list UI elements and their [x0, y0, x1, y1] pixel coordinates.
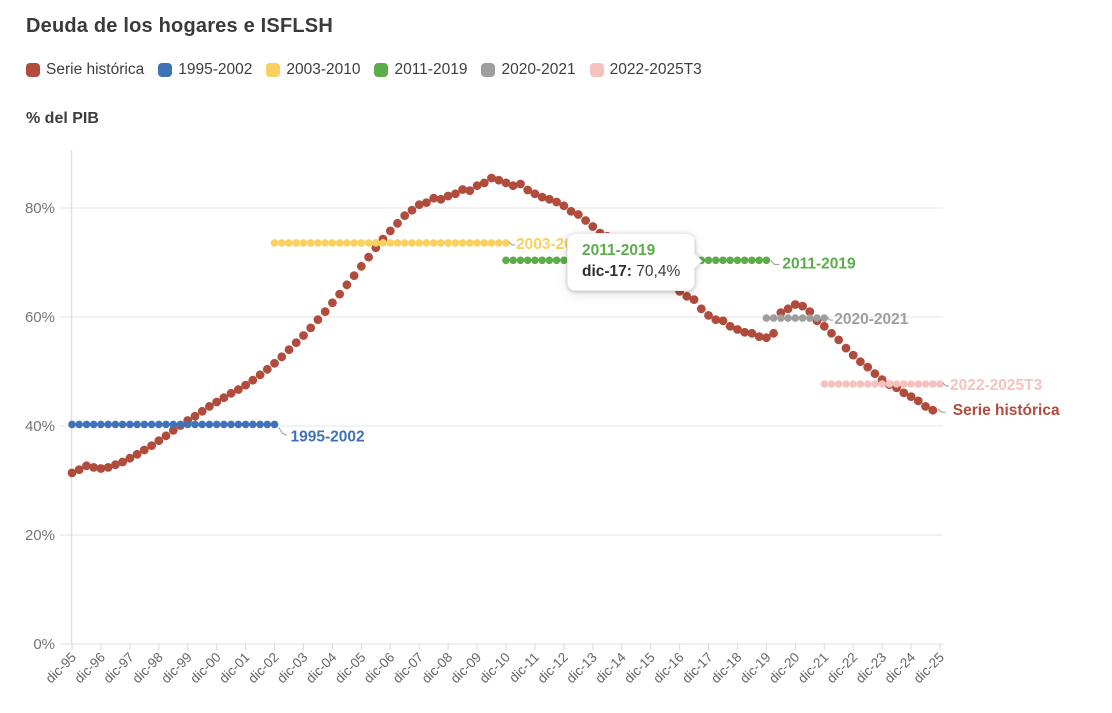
legend: Serie histórica 1995-2002 2003-2010 2011-20… [26, 61, 702, 79]
y-axis-labels: 0% 20% 40% 60% 80% [25, 200, 55, 653]
svg-text:40%: 40% [25, 418, 55, 435]
y-axis-title: % del PIB [26, 110, 99, 127]
svg-text:dic-22: dic-22 [824, 650, 861, 687]
svg-text:dic-05: dic-05 [332, 650, 369, 687]
svg-text:dic-10: dic-10 [477, 650, 514, 687]
svg-text:dic-14: dic-14 [592, 649, 629, 686]
svg-text:dic-03: dic-03 [274, 650, 311, 687]
legend-swatch [158, 63, 173, 77]
legend-swatch [26, 63, 40, 77]
svg-text:dic-96: dic-96 [71, 650, 108, 687]
segment-label: 2020-2021 [834, 311, 909, 328]
legend-swatch [481, 63, 496, 77]
legend-item-2011-2019[interactable]: 2011-2019 [374, 61, 467, 79]
svg-text:dic-18: dic-18 [708, 650, 745, 687]
x-axis-ticks [71, 644, 941, 650]
svg-text:dic-25: dic-25 [911, 650, 948, 687]
label-connector [942, 382, 949, 387]
svg-text:dic-21: dic-21 [795, 650, 832, 687]
segment-2003-2010[interactable]: 2003-2010 [270, 236, 590, 253]
legend-item-serie-hist-rica[interactable]: Serie histórica [26, 61, 144, 79]
svg-text:dic-23: dic-23 [853, 650, 890, 687]
svg-text:dic-01: dic-01 [216, 650, 253, 687]
svg-text:dic-02: dic-02 [245, 650, 282, 687]
svg-text:dic-07: dic-07 [390, 650, 427, 687]
svg-text:0%: 0% [33, 636, 55, 653]
svg-text:dic-06: dic-06 [361, 650, 398, 687]
svg-text:dic-04: dic-04 [303, 649, 340, 686]
segment-1995-2002[interactable]: 1995-2002 [68, 420, 365, 446]
svg-text:20%: 20% [25, 527, 55, 544]
label-connector [937, 408, 946, 413]
legend-item-2003-2010[interactable]: 2003-2010 [266, 61, 360, 79]
svg-text:dic-17: dic-17 [679, 650, 716, 687]
svg-text:dic-97: dic-97 [100, 650, 137, 687]
svg-text:60%: 60% [25, 309, 55, 326]
svg-text:dic-09: dic-09 [448, 650, 485, 687]
legend-label: 2011-2019 [394, 61, 468, 78]
svg-text:dic-13: dic-13 [563, 650, 600, 687]
svg-text:dic-19: dic-19 [737, 650, 774, 687]
legend-label: 2020-2021 [501, 61, 576, 78]
serie-historica-end-label: Serie histórica [937, 402, 1060, 419]
label-connector [826, 316, 834, 321]
legend-item-1995-2002[interactable]: 1995-2002 [158, 61, 252, 79]
svg-text:dic-98: dic-98 [129, 650, 166, 687]
legend-item-2022-2025t3[interactable]: 2022-2025T3 [589, 61, 702, 79]
label-connector [508, 241, 515, 246]
svg-text:dic-08: dic-08 [419, 650, 456, 687]
tooltip-value: 70,4% [636, 263, 681, 280]
legend-swatch [589, 63, 604, 77]
chart-title: Deuda de los hogares e ISFLSH [26, 15, 333, 37]
x-axis-labels: dic-95dic-96dic-97dic-98dic-99dic-00dic-… [43, 649, 948, 686]
svg-text:dic-15: dic-15 [621, 650, 658, 687]
svg-text:dic-20: dic-20 [766, 650, 803, 687]
svg-text:dic-00: dic-00 [187, 650, 224, 687]
legend-item-2020-2021[interactable]: 2020-2021 [481, 61, 576, 79]
legend-label: Serie histórica [46, 61, 145, 78]
legend-swatch [374, 63, 389, 77]
legend-label: 2003-2010 [286, 61, 361, 78]
series-end-label: Serie histórica [953, 402, 1060, 419]
tooltip-point-row: dic-17: 70,4% [582, 263, 680, 281]
tooltip: 2011-2019 dic-17: 70,4% [567, 233, 703, 291]
svg-text:80%: 80% [25, 200, 55, 217]
svg-text:dic-95: dic-95 [43, 650, 80, 687]
tooltip-series-name: 2011-2019 [582, 242, 656, 259]
segment-label: 1995-2002 [291, 428, 365, 445]
legend-label: 1995-2002 [178, 61, 253, 78]
legend-swatch [266, 63, 281, 77]
legend-label: 2022-2025T3 [609, 61, 702, 78]
label-connector [278, 427, 287, 436]
segment-label: 2022-2025T3 [950, 377, 1043, 394]
segment-label: 2011-2019 [782, 255, 856, 272]
svg-text:dic-24: dic-24 [882, 649, 919, 686]
svg-text:dic-16: dic-16 [650, 650, 687, 687]
serie-historica-points[interactable] [67, 173, 938, 478]
tooltip-point-label: dic-17: [582, 263, 632, 280]
svg-text:dic-12: dic-12 [534, 650, 571, 687]
segment-2020-2021[interactable]: 2020-2021 [762, 311, 909, 328]
svg-text:dic-11: dic-11 [506, 650, 542, 686]
label-connector [770, 259, 780, 265]
segment-2022-2025t3[interactable]: 2022-2025T3 [820, 377, 1043, 394]
svg-text:dic-99: dic-99 [158, 650, 195, 687]
